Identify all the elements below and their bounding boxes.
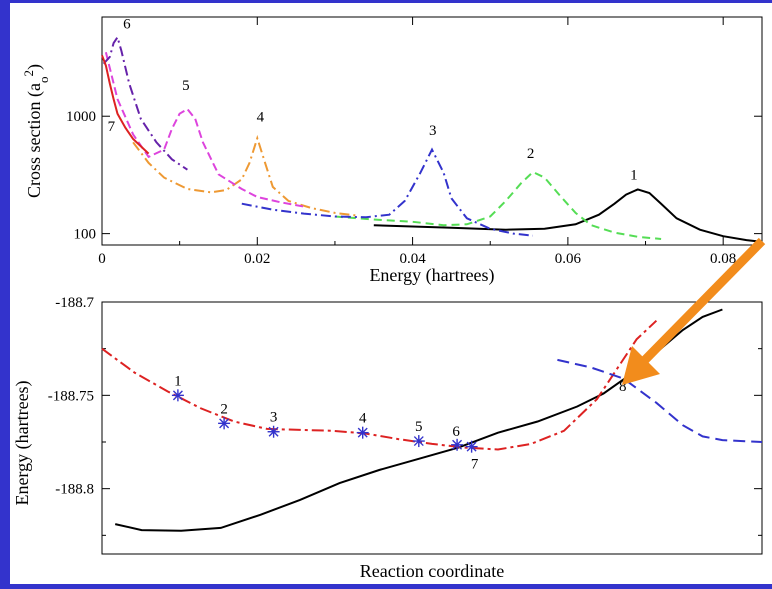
chart2-y-tick-label: -188.75 — [48, 388, 94, 404]
chart2-point-label: 5 — [415, 419, 423, 435]
chart2-star-marker — [465, 440, 478, 453]
orange-arrow-annotation — [622, 237, 766, 385]
chart1-series-line-4 — [132, 134, 359, 217]
chart2-star-marker — [412, 435, 425, 448]
chart1-series-line-6 — [102, 34, 188, 171]
chart2-point-label: 7 — [471, 457, 479, 473]
chart2-point-label: 1 — [174, 373, 182, 389]
chart2-star-marker — [267, 425, 280, 438]
chart1-y-axis-label: Cross section (ao2) — [21, 64, 51, 198]
chart2-point-label: 4 — [359, 411, 367, 427]
chart2-point-label: 2 — [220, 401, 228, 417]
chart1-series-line-2 — [334, 170, 662, 240]
chart2-point-label: 3 — [270, 410, 278, 426]
reaction-energy-chart: Reaction coordinate Energy (hartrees) -1… — [12, 295, 763, 581]
chart1-curve-label: 7 — [108, 119, 116, 135]
chart2-star-marker — [171, 389, 184, 402]
chart1-x-tick-label: 0 — [98, 251, 106, 267]
chart2-y-tick-label: -188.8 — [55, 482, 94, 498]
chart1-x-tick-label: 0.06 — [555, 251, 582, 267]
chart1-series-line-1 — [373, 188, 763, 243]
chart2-y-tick-label: -188.7 — [55, 295, 94, 311]
chart2-x-axis-label: Reaction coordinate — [360, 561, 504, 581]
chart1-series-line-7 — [101, 54, 150, 155]
chart2-point-label: 8 — [619, 379, 627, 395]
chart2-series-line-3 — [557, 358, 763, 443]
arrow-shaft — [638, 237, 766, 367]
chart1-series-line-3 — [241, 147, 534, 237]
chart1-y-tick-label: 1000 — [66, 109, 96, 125]
chart2-star-marker — [451, 438, 464, 451]
chart1-curve-label: 1 — [630, 167, 638, 183]
chart1-series-line-5 — [104, 52, 305, 208]
chart1-plot-frame — [101, 16, 763, 246]
chart1-curve-label: 4 — [257, 110, 265, 126]
chart1-curve-label: 2 — [527, 146, 535, 162]
cross-section-chart: Energy (hartrees) Cross section (ao2) 0 0… — [21, 16, 763, 286]
chart2-plot-frame — [101, 301, 763, 555]
chart2-y-axis-label: Energy (hartrees) — [12, 380, 33, 505]
chart1-x-tick-label: 0.08 — [710, 251, 736, 267]
chart1-x-tick-label: 0.02 — [244, 251, 270, 267]
chart1-x-axis-label: Energy (hartrees) — [369, 265, 494, 286]
arrow-head — [622, 346, 660, 385]
chart1-x-tick-label: 0.04 — [399, 251, 426, 267]
figure: Energy (hartrees) Cross section (ao2) 0 0… — [12, 16, 766, 581]
chart2-series-line-2 — [101, 319, 658, 451]
chart1-curve-label: 5 — [182, 78, 190, 94]
chart1-y-tick-label: 100 — [74, 227, 97, 243]
chart1-curve-label: 6 — [123, 16, 131, 32]
chart2-star-marker — [356, 426, 369, 439]
chart2-point-label: 6 — [452, 424, 460, 440]
chart2-star-marker — [218, 417, 231, 430]
chart1-curve-label: 3 — [429, 123, 437, 139]
slide: Energy (hartrees) Cross section (ao2) 0 0… — [10, 3, 772, 584]
